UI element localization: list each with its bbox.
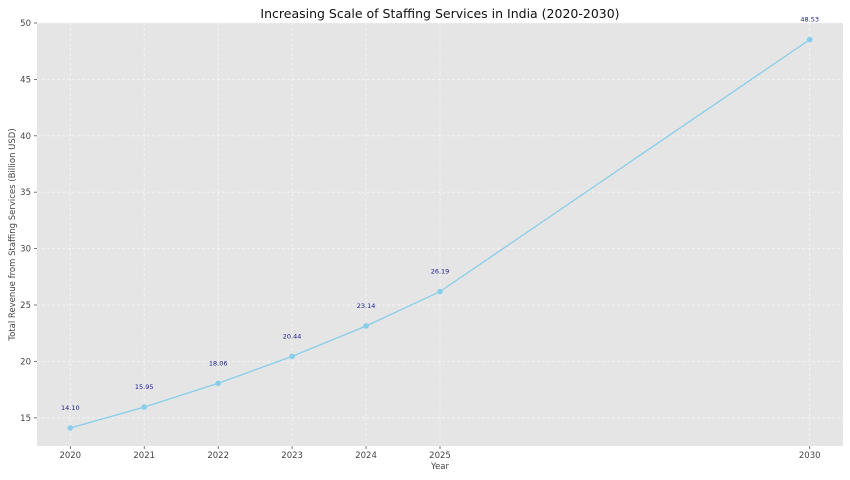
data-point xyxy=(806,36,813,43)
data-point xyxy=(141,404,148,410)
x-tick-label: 2022 xyxy=(207,451,229,461)
data-point xyxy=(437,288,443,295)
x-tick-label: 2025 xyxy=(429,451,451,461)
chart-title: Increasing Scale of Staffing Services in… xyxy=(260,6,619,21)
y-tick-label: 15 xyxy=(20,414,31,424)
x-axis-ticks: 2020 2021 2022 2023 2024 2025 2030 xyxy=(59,446,821,461)
data-label: 23.14 xyxy=(357,302,376,310)
y-tick-label: 20 xyxy=(20,357,31,367)
y-tick-label: 45 xyxy=(20,75,31,85)
data-point xyxy=(363,323,369,329)
x-tick-label: 2023 xyxy=(281,451,303,461)
data-label: 14.10 xyxy=(61,404,80,412)
data-label: 15.95 xyxy=(135,383,154,391)
y-tick-label: 25 xyxy=(20,301,31,311)
data-labels: 14.10 15.95 18.06 20.44 23.14 26.19 48.53 xyxy=(61,16,819,412)
y-tick-label: 30 xyxy=(20,245,31,255)
y-axis-ticks: 15 20 25 30 35 40 45 50 xyxy=(20,19,37,424)
x-axis-label: Year xyxy=(430,462,450,472)
x-tick-label: 2020 xyxy=(59,451,81,461)
data-label: 48.53 xyxy=(800,16,819,24)
data-point xyxy=(289,353,295,360)
y-axis-label: Total Revenue from Staffing Services (Bi… xyxy=(8,128,18,341)
y-tick-label: 40 xyxy=(20,132,31,142)
grid xyxy=(37,22,843,446)
x-tick-label: 2030 xyxy=(799,451,821,461)
data-label: 20.44 xyxy=(283,332,302,340)
x-tick-label: 2024 xyxy=(355,451,377,461)
data-label: 26.19 xyxy=(431,268,450,276)
data-point xyxy=(215,380,221,387)
y-tick-label: 35 xyxy=(20,188,31,198)
data-label: 18.06 xyxy=(209,359,228,367)
y-tick-label: 50 xyxy=(20,19,31,29)
x-tick-label: 2021 xyxy=(133,451,155,461)
data-point xyxy=(67,425,74,431)
points-layer xyxy=(67,36,813,431)
